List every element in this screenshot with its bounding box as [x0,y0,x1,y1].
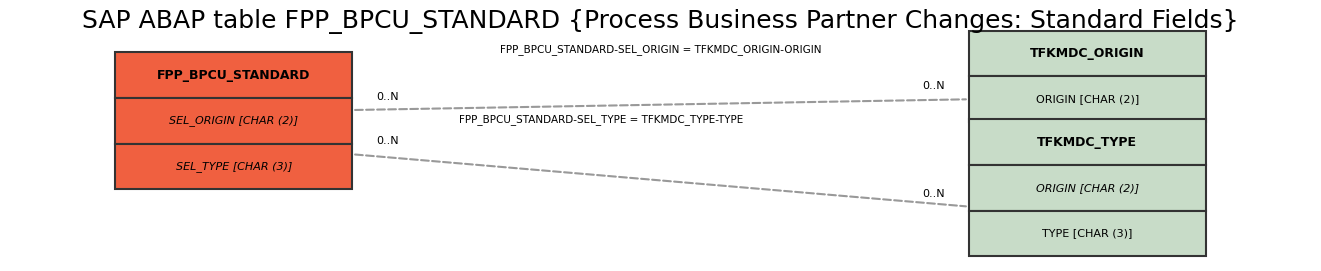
Text: 0..N: 0..N [376,92,399,102]
Text: TFKMDC_TYPE: TFKMDC_TYPE [1037,136,1137,149]
FancyBboxPatch shape [968,165,1206,211]
FancyBboxPatch shape [968,31,1206,76]
Text: ORIGIN [CHAR (2)]: ORIGIN [CHAR (2)] [1036,183,1139,193]
FancyBboxPatch shape [115,52,353,98]
Text: SEL_TYPE [CHAR (3)]: SEL_TYPE [CHAR (3)] [176,161,292,172]
FancyBboxPatch shape [968,76,1206,122]
Text: TFKMDC_ORIGIN: TFKMDC_ORIGIN [1030,47,1144,60]
Text: FPP_BPCU_STANDARD-SEL_ORIGIN = TFKMDC_ORIGIN-ORIGIN: FPP_BPCU_STANDARD-SEL_ORIGIN = TFKMDC_OR… [499,44,822,55]
Text: 0..N: 0..N [922,189,945,199]
Text: SAP ABAP table FPP_BPCU_STANDARD {Process Business Partner Changes: Standard Fie: SAP ABAP table FPP_BPCU_STANDARD {Proces… [82,9,1239,34]
Text: FPP_BPCU_STANDARD-SEL_TYPE = TFKMDC_TYPE-TYPE: FPP_BPCU_STANDARD-SEL_TYPE = TFKMDC_TYPE… [460,114,744,125]
Text: ORIGIN [CHAR (2)]: ORIGIN [CHAR (2)] [1036,94,1139,104]
Text: SEL_ORIGIN [CHAR (2)]: SEL_ORIGIN [CHAR (2)] [169,115,299,126]
FancyBboxPatch shape [968,120,1206,165]
Text: 0..N: 0..N [922,81,945,91]
FancyBboxPatch shape [115,98,353,144]
Text: 0..N: 0..N [376,136,399,146]
Text: TYPE [CHAR (3)]: TYPE [CHAR (3)] [1042,228,1132,238]
FancyBboxPatch shape [115,144,353,189]
FancyBboxPatch shape [968,211,1206,256]
Text: FPP_BPCU_STANDARD: FPP_BPCU_STANDARD [157,69,310,82]
